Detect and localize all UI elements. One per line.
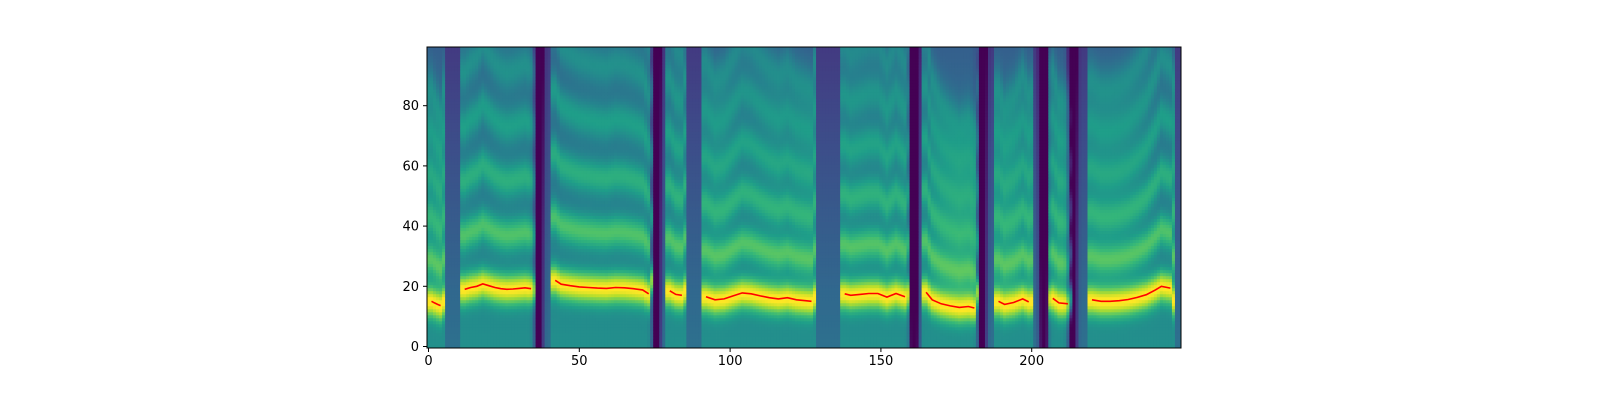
y-tick-label: 0 (411, 340, 419, 355)
x-tick-label: 150 (868, 354, 893, 369)
heatmap (427, 47, 1182, 349)
y-tick-label: 60 (402, 159, 419, 174)
f0-segment-2 (464, 283, 532, 291)
f0-segment-8 (998, 298, 1030, 306)
plot-frame (426, 46, 1182, 349)
f0-segment-9 (1052, 297, 1068, 305)
f0-line-series (431, 279, 1171, 309)
x-tick-label: 0 (424, 354, 432, 369)
x-tick-label: 50 (571, 354, 588, 369)
x-tick-label: 200 (1019, 354, 1044, 369)
y-axis: 0 20 40 60 80 (402, 99, 427, 355)
f0-segment-1 (431, 300, 441, 307)
f0-segment-3 (554, 279, 650, 295)
x-tick-label: 100 (718, 354, 743, 369)
f0-segment-5 (705, 292, 812, 303)
f0-segment-7 (925, 291, 975, 309)
f0-segment-10 (1091, 285, 1171, 303)
y-tick-label: 80 (402, 99, 419, 114)
y-tick-label: 20 (402, 280, 419, 295)
x-axis: 0 50 100 150 200 (424, 348, 1044, 369)
f0-segment-4 (669, 290, 683, 297)
y-tick-label: 40 (402, 220, 419, 235)
f0-segment-6 (844, 292, 906, 298)
